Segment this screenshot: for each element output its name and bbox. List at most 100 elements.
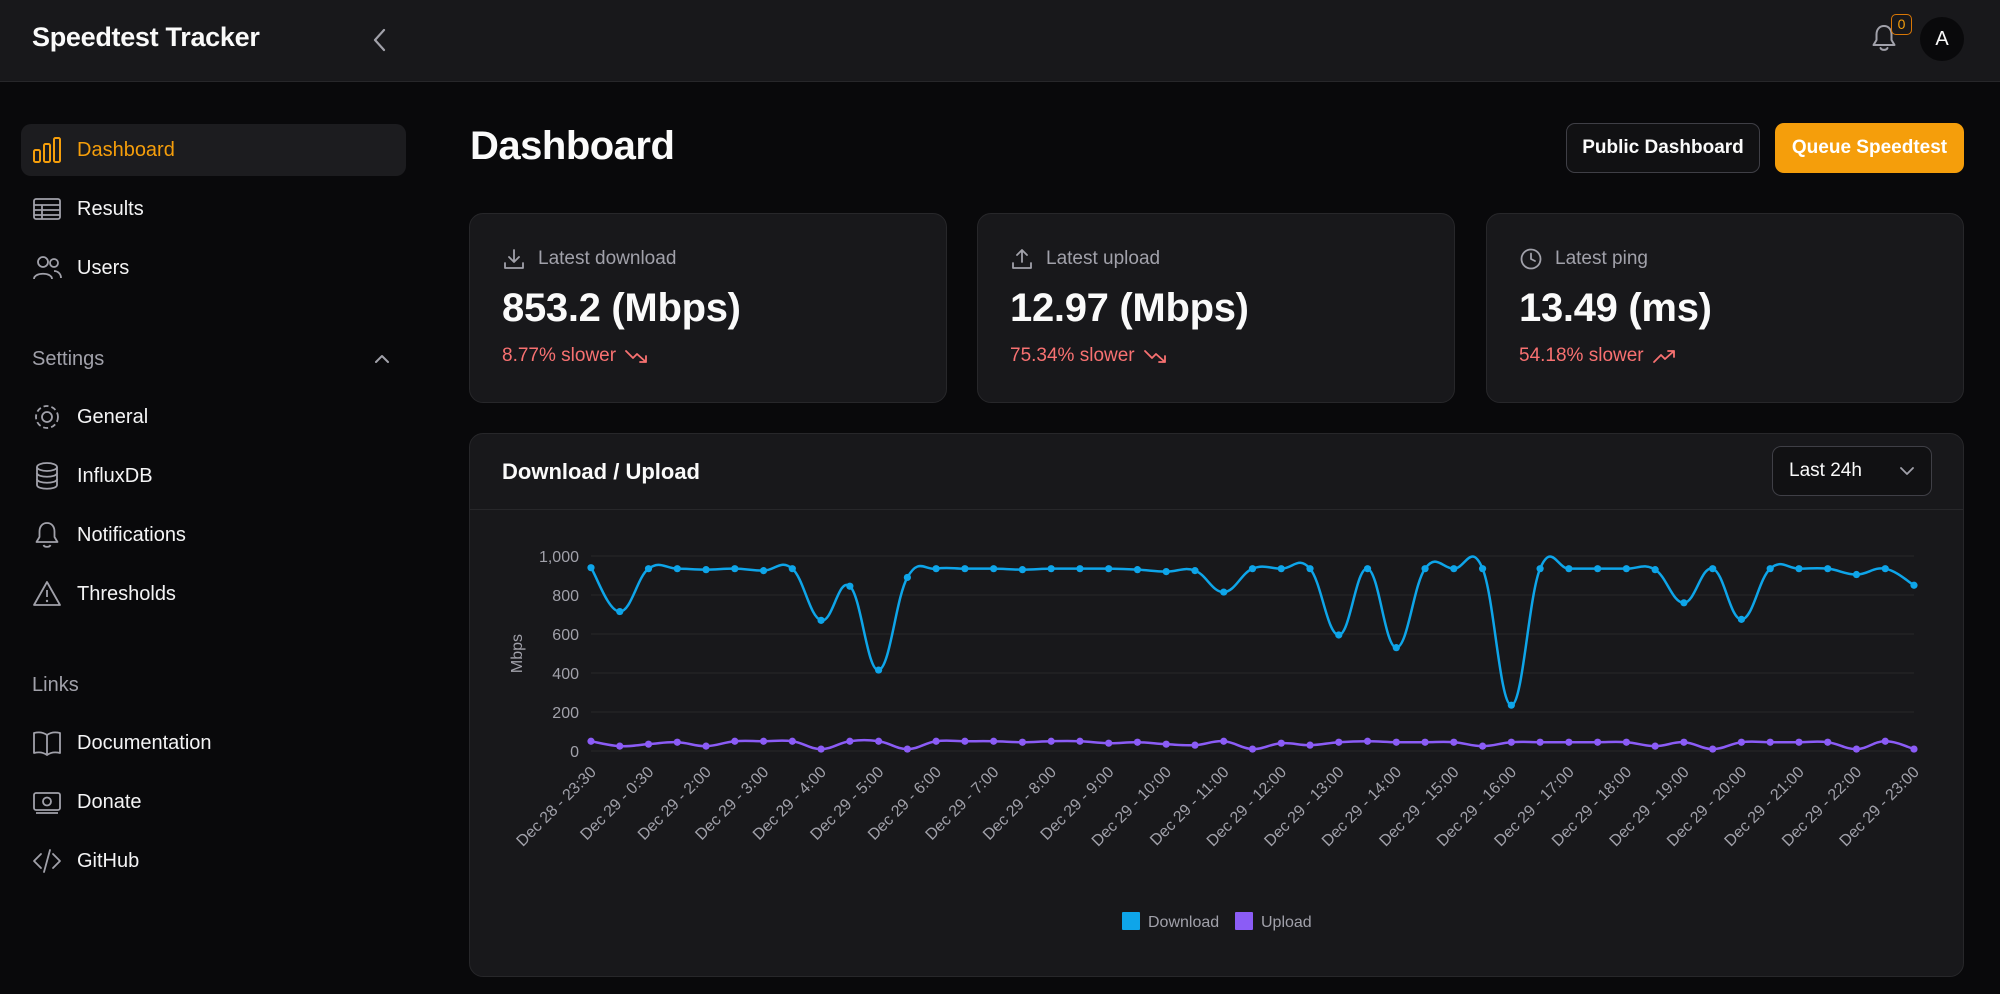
upload-data-point bbox=[1565, 738, 1573, 746]
legend-swatch bbox=[1235, 912, 1253, 930]
upload-data-point bbox=[1478, 742, 1487, 750]
y-tick-label: 0 bbox=[570, 744, 579, 761]
download-upload-chart-card: Download / Upload Last 24h 0 200 400 600 800… bbox=[469, 433, 1964, 977]
download-data-point bbox=[990, 565, 998, 573]
settings-group-label[interactable]: Settings bbox=[32, 348, 105, 370]
sidebar-item-donate[interactable]: Donate bbox=[21, 776, 406, 828]
download-data-point bbox=[788, 565, 796, 573]
sidebar-item-dashboard[interactable]: Dashboard bbox=[21, 124, 406, 176]
public-dashboard-button[interactable]: Public Dashboard bbox=[1566, 123, 1760, 173]
download-data-point bbox=[903, 573, 911, 582]
book-icon bbox=[32, 728, 62, 758]
sidebar-item-thresholds[interactable]: Thresholds bbox=[21, 568, 406, 620]
sidebar: Dashboard Results Users Settings General… bbox=[0, 83, 420, 994]
upload-data-point bbox=[1881, 737, 1889, 745]
download-data-point bbox=[1737, 615, 1746, 623]
sidebar-item-label: Documentation bbox=[77, 731, 212, 754]
sidebar-item-notifications[interactable]: Notifications bbox=[21, 509, 406, 561]
sidebar-item-results[interactable]: Results bbox=[21, 183, 406, 235]
sidebar-item-label: GitHub bbox=[77, 849, 140, 872]
upload-data-point bbox=[1047, 737, 1055, 745]
upload-data-point bbox=[932, 737, 940, 745]
download-data-point bbox=[587, 564, 595, 572]
upload-data-point bbox=[1795, 738, 1803, 746]
upload-data-point bbox=[1335, 738, 1343, 746]
bell-icon bbox=[32, 520, 62, 550]
stat-label: Latest ping bbox=[1555, 248, 1648, 269]
upload-data-point bbox=[1507, 738, 1515, 746]
upload-data-point bbox=[1709, 745, 1717, 753]
avatar[interactable]: A bbox=[1920, 17, 1964, 61]
upload-data-point bbox=[990, 737, 998, 745]
upload-data-point bbox=[788, 737, 796, 745]
sidebar-item-users[interactable]: Users bbox=[21, 242, 406, 294]
download-data-point bbox=[1795, 565, 1803, 573]
download-data-point bbox=[616, 607, 624, 616]
upload-data-point bbox=[759, 737, 768, 745]
time-range-select[interactable]: Last 24h bbox=[1772, 446, 1932, 496]
upload-data-point bbox=[1680, 738, 1688, 746]
upload-data-point bbox=[1910, 745, 1918, 753]
chart-card-header: Download / Upload Last 24h bbox=[470, 434, 1963, 510]
download-data-point bbox=[817, 616, 825, 624]
upload-data-point bbox=[731, 737, 739, 745]
download-data-point bbox=[1162, 568, 1170, 576]
stat-delta-text: 75.34% slower bbox=[1010, 345, 1135, 366]
download-data-point bbox=[1536, 565, 1544, 573]
upload-data-point bbox=[1191, 741, 1199, 749]
upload-data-point bbox=[1536, 738, 1544, 746]
download-data-point bbox=[932, 565, 940, 573]
download-data-point bbox=[1335, 631, 1343, 639]
download-data-point bbox=[1421, 565, 1429, 573]
upload-data-point bbox=[644, 740, 653, 748]
download-data-point bbox=[1133, 566, 1142, 574]
sidebar-item-general[interactable]: General bbox=[21, 391, 406, 443]
upload-data-point bbox=[1306, 741, 1314, 749]
download-data-point bbox=[1220, 588, 1228, 596]
upload-data-point bbox=[1622, 738, 1630, 746]
upload-data-point bbox=[1651, 742, 1659, 750]
download-data-point bbox=[1478, 565, 1487, 573]
chevron-up-icon[interactable] bbox=[370, 347, 394, 371]
download-data-point bbox=[1852, 570, 1861, 579]
stat-delta-text: 8.77% slower bbox=[502, 345, 617, 366]
y-tick-label: 400 bbox=[552, 666, 579, 683]
sidebar-item-documentation[interactable]: Documentation bbox=[21, 717, 406, 769]
bell-icon bbox=[1872, 25, 1896, 51]
sidebar-item-label: General bbox=[77, 405, 149, 428]
trending-down-icon bbox=[625, 350, 647, 363]
warning-icon bbox=[32, 579, 62, 609]
chevron-left-icon bbox=[373, 28, 386, 52]
latest-download-card: Latest download 853.2 (Mbps) 8.77% slowe… bbox=[469, 213, 947, 403]
app-title[interactable]: Speedtest Tracker bbox=[32, 22, 260, 52]
stat-delta: 75.34% slower bbox=[1010, 345, 1169, 367]
sidebar-item-influxdb[interactable]: InfluxDB bbox=[21, 450, 406, 502]
download-data-point bbox=[1105, 565, 1113, 573]
download-data-point bbox=[1450, 565, 1458, 573]
queue-speedtest-button[interactable]: Queue Speedtest bbox=[1775, 123, 1964, 173]
download-data-point bbox=[1881, 565, 1889, 573]
legend-label: Upload bbox=[1261, 914, 1312, 931]
bar-chart-icon bbox=[32, 135, 62, 165]
sidebar-item-label: Notifications bbox=[77, 523, 186, 546]
sidebar-item-github[interactable]: GitHub bbox=[21, 835, 406, 887]
y-axis-label: Mbps bbox=[509, 634, 526, 673]
download-data-point bbox=[1651, 566, 1659, 574]
stat-label: Latest upload bbox=[1046, 248, 1161, 269]
stat-value: 12.97 (Mbps) bbox=[1010, 286, 1249, 330]
collapse-sidebar-button[interactable] bbox=[364, 24, 396, 56]
notifications-button[interactable] bbox=[1866, 20, 1902, 56]
y-tick-label: 600 bbox=[552, 627, 579, 644]
notification-count-badge: 0 bbox=[1891, 14, 1912, 35]
stat-value: 853.2 (Mbps) bbox=[502, 286, 741, 330]
latest-ping-card: Latest ping 13.49 (ms) 54.18% slower bbox=[1486, 213, 1964, 403]
sidebar-item-label: InfluxDB bbox=[77, 464, 153, 487]
y-tick-label: 200 bbox=[552, 705, 579, 722]
chevron-down-icon bbox=[1900, 467, 1914, 475]
clock-icon bbox=[1520, 248, 1542, 270]
download-data-point bbox=[1824, 565, 1832, 573]
upload-data-point bbox=[587, 737, 595, 745]
upload-data-point bbox=[1852, 745, 1861, 753]
download-data-point bbox=[961, 565, 969, 573]
